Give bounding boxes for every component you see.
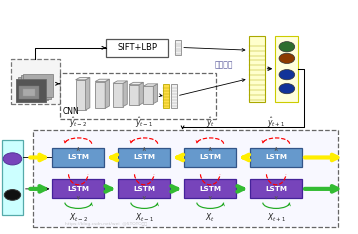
Bar [143,86,153,104]
Circle shape [279,42,295,52]
Bar [33,130,338,227]
Text: 特征融合: 特征融合 [214,60,233,69]
Polygon shape [123,81,127,106]
Text: $X_{t}$: $X_{t}$ [205,211,215,224]
Polygon shape [105,79,110,108]
Text: https://blog.csdn.net/wei  @5TOTO博客: https://blog.csdn.net/wei @5TOTO博客 [65,222,147,226]
Polygon shape [139,82,143,105]
Bar [76,80,86,110]
Bar [163,84,169,108]
Bar [118,179,170,198]
Bar [184,179,236,198]
Bar [52,179,104,198]
Bar [250,179,302,198]
Bar [250,148,302,167]
Text: LSTM: LSTM [265,154,287,161]
Polygon shape [129,82,143,85]
Circle shape [279,53,295,63]
Text: CNN: CNN [62,107,79,116]
Text: LSTM: LSTM [67,186,89,192]
Bar [175,40,181,55]
Text: LSTM: LSTM [265,186,287,192]
Bar [23,74,53,97]
Circle shape [3,153,22,165]
Text: LSTM: LSTM [133,154,155,161]
Polygon shape [86,77,90,110]
Text: $\hat{y}_{t-2}$: $\hat{y}_{t-2}$ [69,116,87,131]
Polygon shape [113,81,127,83]
Bar [275,36,299,102]
Text: $X_{t-1}$: $X_{t-1}$ [135,211,154,224]
Bar [59,73,217,119]
Bar [171,84,177,108]
Bar [95,81,105,108]
Bar [3,140,23,215]
Bar [52,148,104,167]
Circle shape [279,69,295,80]
Bar [118,148,170,167]
Text: $\hat{y}_{t}$: $\hat{y}_{t}$ [205,116,215,131]
Bar [21,75,51,99]
Bar [16,79,46,102]
Circle shape [279,84,295,94]
Polygon shape [153,84,158,104]
Text: LSTM: LSTM [199,186,221,192]
Bar [16,79,46,102]
Text: LSTM: LSTM [199,154,221,161]
Bar [129,85,139,105]
Bar [11,59,59,104]
Bar [184,148,236,167]
Bar [19,86,39,99]
Text: $\hat{y}_{t-1}$: $\hat{y}_{t-1}$ [135,116,153,131]
Text: SIFT+LBP: SIFT+LBP [117,43,157,52]
Polygon shape [143,84,158,86]
Circle shape [4,190,21,200]
Polygon shape [95,79,110,81]
Bar [23,89,35,96]
Bar [113,83,123,106]
Bar [106,39,168,57]
Bar [248,36,265,102]
Text: LSTM: LSTM [133,186,155,192]
Text: LSTM: LSTM [67,154,89,161]
Bar [18,77,48,100]
Text: $X_{t-2}$: $X_{t-2}$ [69,211,88,224]
Text: $\hat{y}_{t+1}$: $\hat{y}_{t+1}$ [267,116,285,131]
Text: $X_{t+1}$: $X_{t+1}$ [267,211,286,224]
Polygon shape [76,77,90,80]
